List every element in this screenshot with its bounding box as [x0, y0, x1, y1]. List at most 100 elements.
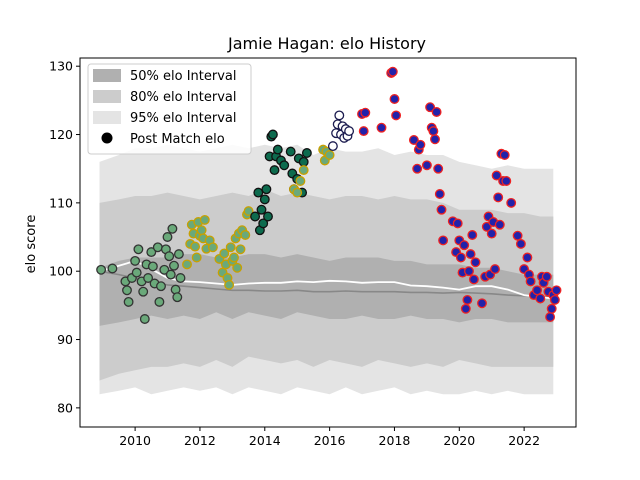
data-point [460, 303, 471, 314]
data-point [138, 286, 149, 297]
x-tick-label: 2018 [379, 433, 411, 448]
data-point [525, 276, 536, 287]
data-point [462, 294, 473, 305]
data-point [261, 184, 272, 195]
data-point [358, 126, 369, 137]
data-point [515, 238, 526, 249]
data-point [465, 249, 476, 260]
data-point [491, 170, 502, 181]
y-tick-label: 100 [49, 264, 73, 279]
data-point [452, 218, 463, 229]
data-point [191, 252, 202, 263]
data-point [512, 230, 523, 241]
data-point [360, 107, 371, 118]
data-point [243, 206, 254, 217]
data-point [499, 150, 510, 160]
data-point [535, 293, 546, 304]
data-point [182, 259, 192, 270]
data-point [415, 139, 426, 150]
data-point [253, 187, 264, 198]
data-point [412, 163, 423, 174]
data-point [545, 312, 556, 322]
data-point [263, 211, 273, 222]
x-tick-label: 2020 [443, 433, 475, 448]
data-point [240, 230, 251, 240]
data-point [470, 257, 481, 268]
legend-swatch-95 [93, 111, 121, 124]
data-point [96, 264, 107, 275]
band-50-interval [99, 254, 554, 326]
data-point [477, 298, 487, 309]
data-point [169, 260, 179, 271]
data-point [327, 141, 338, 152]
legend-label-50: 50% elo Interval [130, 69, 237, 84]
data-point [175, 273, 186, 283]
data-point [376, 122, 387, 133]
data-point [464, 266, 474, 277]
data-point [389, 94, 400, 104]
data-point [506, 197, 517, 208]
data-point [143, 273, 154, 283]
data-point [541, 271, 552, 282]
data-point [130, 255, 141, 266]
data-point [131, 267, 142, 278]
legend-frame [87, 63, 252, 155]
data-point [156, 281, 166, 292]
data-point [425, 102, 436, 113]
data-point [279, 160, 290, 171]
data-point [199, 214, 210, 225]
data-point [501, 176, 512, 186]
data-point [334, 110, 345, 121]
data-point [250, 211, 261, 222]
data-point [344, 126, 355, 137]
data-point [490, 264, 500, 275]
data-point [107, 263, 118, 274]
data-point [229, 252, 239, 263]
data-point [159, 264, 170, 275]
data-point [438, 235, 449, 246]
data-point [298, 156, 309, 167]
data-point [455, 252, 466, 263]
data-point [190, 241, 201, 252]
data-point [486, 228, 497, 239]
x-tick-label: 2010 [119, 433, 151, 448]
data-point [164, 251, 175, 262]
data-point [428, 126, 439, 137]
data-point [436, 204, 447, 215]
data-point [408, 135, 419, 145]
data-point [147, 261, 158, 272]
data-point [421, 160, 432, 171]
y-tick-label: 90 [57, 332, 73, 347]
y-tick-label: 110 [49, 195, 73, 210]
data-point [546, 303, 557, 314]
data-point [122, 285, 132, 296]
data-point [219, 248, 230, 259]
data-point [196, 225, 207, 236]
data-point [549, 294, 560, 305]
data-point [165, 269, 176, 280]
data-point [522, 252, 533, 263]
data-point [468, 274, 479, 285]
chart-title: Jamie Hagan: elo History [227, 34, 426, 53]
y-axis-label: elo score [24, 215, 39, 274]
data-point [123, 296, 134, 307]
data-point [256, 204, 267, 215]
y-tick-label: 80 [57, 400, 73, 415]
data-point [225, 242, 236, 253]
data-point [154, 296, 165, 307]
legend-swatch-50 [93, 69, 121, 82]
data-point [387, 66, 398, 77]
data-point [324, 150, 335, 160]
legend-label-95: 95% elo Interval [130, 111, 237, 126]
data-point [430, 134, 440, 145]
data-point [391, 110, 402, 121]
data-point [146, 247, 157, 258]
data-point [224, 279, 235, 290]
data-point [172, 292, 183, 303]
legend-label-80: 80% elo Interval [130, 90, 237, 105]
data-point [235, 244, 246, 255]
x-tick-label: 2012 [184, 433, 216, 448]
data-point [269, 165, 280, 176]
